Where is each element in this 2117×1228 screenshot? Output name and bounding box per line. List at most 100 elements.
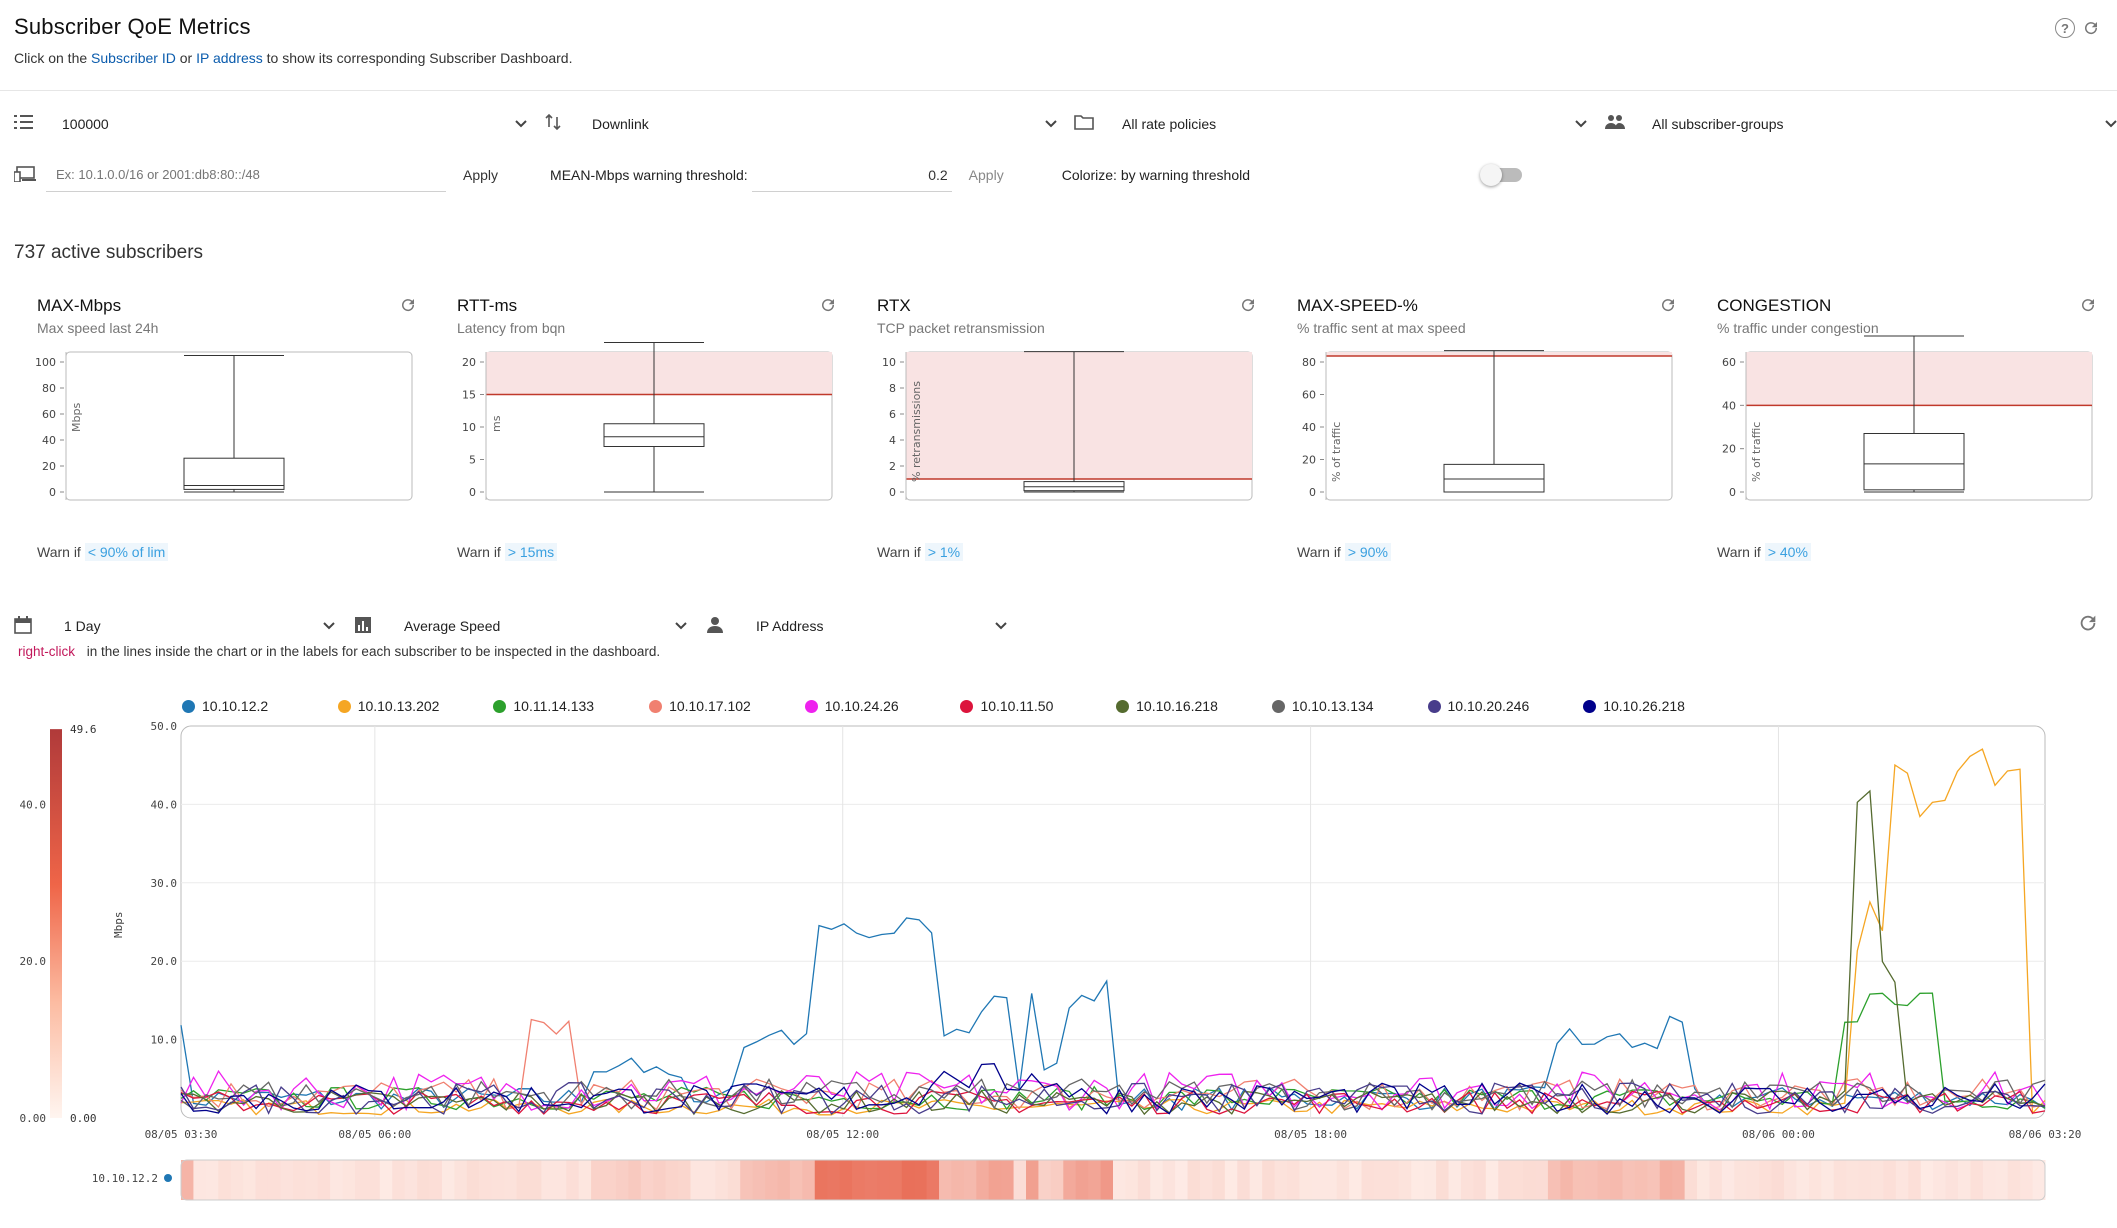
warn-region <box>1326 352 1672 356</box>
y-tick-label: 20.0 <box>151 955 178 968</box>
warn-threshold[interactable]: > 40% <box>1764 543 1811 561</box>
heatmap-cell <box>466 1160 480 1200</box>
limit-select[interactable]: 100000 <box>14 110 544 138</box>
groupby-select[interactable]: IP Address <box>706 612 1026 640</box>
heatmap-cell <box>852 1160 865 1200</box>
series-line <box>180 1082 2046 1116</box>
heatmap-cell <box>1212 1160 1226 1200</box>
heatmap-cell <box>1274 1160 1288 1200</box>
heatmap-cell <box>702 1160 716 1200</box>
y-tick-label: 100 <box>35 356 56 369</box>
heatmap-cell <box>1286 1160 1300 1200</box>
y-tick-label: 20 <box>42 460 56 473</box>
legend-item[interactable]: 10.10.20.246 <box>1427 698 1584 714</box>
heatmap-cell <box>1038 1160 1052 1200</box>
heatmap-cell <box>330 1160 344 1200</box>
metric-reload-icon[interactable] <box>2079 296 2097 317</box>
legend-item[interactable]: 10.10.13.134 <box>1271 698 1428 714</box>
folder-icon <box>1074 114 1100 135</box>
heatmap-cell <box>1734 1160 1748 1200</box>
heatmap-cell <box>1311 1160 1325 1200</box>
ip-filter-input[interactable] <box>46 158 446 192</box>
y-axis-label: Mbps <box>112 912 125 939</box>
heatmap-cell <box>1199 1160 1213 1200</box>
series-line <box>180 1078 2046 1112</box>
speed-chart[interactable]: 49.6 0.00 40.0 20.0 0.00 Mbps 50.0 40.0 30.0 20.0… <box>0 720 2117 1228</box>
heatmap-cell <box>566 1160 580 1200</box>
metric-card: 100 80 60 40 20 0 Mbps MAX-Mbps Max speed last… <box>14 290 419 570</box>
y-tick-label: 20 <box>462 356 476 369</box>
heatmap-cell <box>1485 1160 1499 1200</box>
chevron-down-icon <box>322 618 336 635</box>
legend-label: 10.11.14.133 <box>513 698 595 714</box>
heatmap-cell <box>1622 1160 1636 1200</box>
heatmap-cell <box>1597 1160 1611 1200</box>
heatmap-cell <box>727 1160 741 1200</box>
warn-region <box>1746 352 2092 406</box>
metric-select[interactable]: Average Speed <box>354 612 706 640</box>
warn-threshold[interactable]: > 1% <box>924 543 964 561</box>
heatmap-cell <box>1746 1160 1760 1200</box>
heatmap-cell <box>839 1160 853 1200</box>
heatmap-cell <box>1137 1160 1151 1200</box>
metric-subtitle: Latency from bqn <box>457 320 566 336</box>
colorize-toggle[interactable] <box>1480 164 1523 186</box>
heatmap-row-dot <box>164 1174 172 1182</box>
legend-item[interactable]: 10.11.14.133 <box>493 698 649 714</box>
legend-item[interactable]: 10.10.24.26 <box>804 698 961 714</box>
heatmap-cell <box>1958 1160 1971 1200</box>
legend-label: 10.10.17.102 <box>669 698 751 714</box>
legend-item[interactable]: 10.10.26.218 <box>1583 698 1739 714</box>
direction-select[interactable]: Downlink <box>544 110 1074 138</box>
subscriber-id-link[interactable]: Subscriber ID <box>91 50 176 66</box>
legend-item[interactable]: 10.10.13.202 <box>337 698 494 714</box>
heatmap-cell <box>628 1160 642 1200</box>
groups-select[interactable]: All subscriber-groups <box>1604 110 2117 138</box>
threshold-input[interactable]: 0.2 <box>751 158 952 192</box>
y-axis-label: Mbps <box>70 403 83 432</box>
warn-threshold[interactable]: > 90% <box>1344 543 1391 561</box>
heatmap-cell <box>1771 1160 1785 1200</box>
calendar-icon <box>14 615 32 637</box>
groups-value: All subscriber-groups <box>1652 116 1784 132</box>
threshold-apply-button[interactable]: Apply <box>968 167 1004 183</box>
metric-reload-icon[interactable] <box>1239 296 1257 317</box>
heatmap-cell <box>1709 1160 1723 1200</box>
warn-threshold[interactable]: > 15ms <box>504 543 558 561</box>
legend-item[interactable]: 10.10.11.50 <box>960 698 1116 714</box>
heatmap-cell <box>665 1160 679 1200</box>
legend-item[interactable]: 10.10.12.2 <box>182 698 338 714</box>
chart-reload-icon[interactable] <box>2077 612 2099 637</box>
colorize-label: Colorize: by warning threshold <box>1061 167 1251 183</box>
warn-label: Warn if <box>1717 544 1761 560</box>
metric-reload-icon[interactable] <box>1659 296 1677 317</box>
heatmap-cell <box>1473 1160 1487 1200</box>
warn-threshold[interactable]: < 90% of lim <box>84 543 169 561</box>
warn-label: Warn if <box>877 544 921 560</box>
threshold-label: MEAN-Mbps warning threshold: <box>550 167 748 183</box>
ip-apply-button[interactable]: Apply <box>463 167 499 183</box>
colorbar-tick: 40.0 <box>20 798 47 811</box>
heatmap-cell <box>715 1160 729 1200</box>
heatmap-cell <box>1026 1160 1039 1200</box>
x-tick-label: 08/06 00:00 <box>1742 1128 1815 1141</box>
heatmap-cell <box>1547 1160 1561 1200</box>
y-tick-label: 10.0 <box>151 1034 178 1047</box>
heatmap-cell <box>1970 1160 1984 1200</box>
metric-reload-icon[interactable] <box>819 296 837 317</box>
metric-reload-icon[interactable] <box>399 296 417 317</box>
heatmap-cell <box>1249 1160 1263 1200</box>
metric-warn: Warn if > 1% <box>877 543 964 561</box>
legend-item[interactable]: 10.10.17.102 <box>649 698 805 714</box>
ip-address-link[interactable]: IP address <box>196 50 263 66</box>
reload-icon[interactable] <box>2081 18 2101 38</box>
policy-select[interactable]: All rate policies <box>1074 110 1604 138</box>
legend-item[interactable]: 10.10.16.218 <box>1116 698 1272 714</box>
heatmap-cell <box>1585 1160 1599 1200</box>
series-line <box>180 789 2046 1116</box>
help-icon[interactable]: ? <box>2055 18 2075 38</box>
limit-value: 100000 <box>62 116 109 132</box>
period-select[interactable]: 1 Day <box>14 612 354 640</box>
boxplot: 80 60 40 20 0 % of traffic <box>1302 350 1673 501</box>
heatmap-cell <box>1572 1160 1586 1200</box>
